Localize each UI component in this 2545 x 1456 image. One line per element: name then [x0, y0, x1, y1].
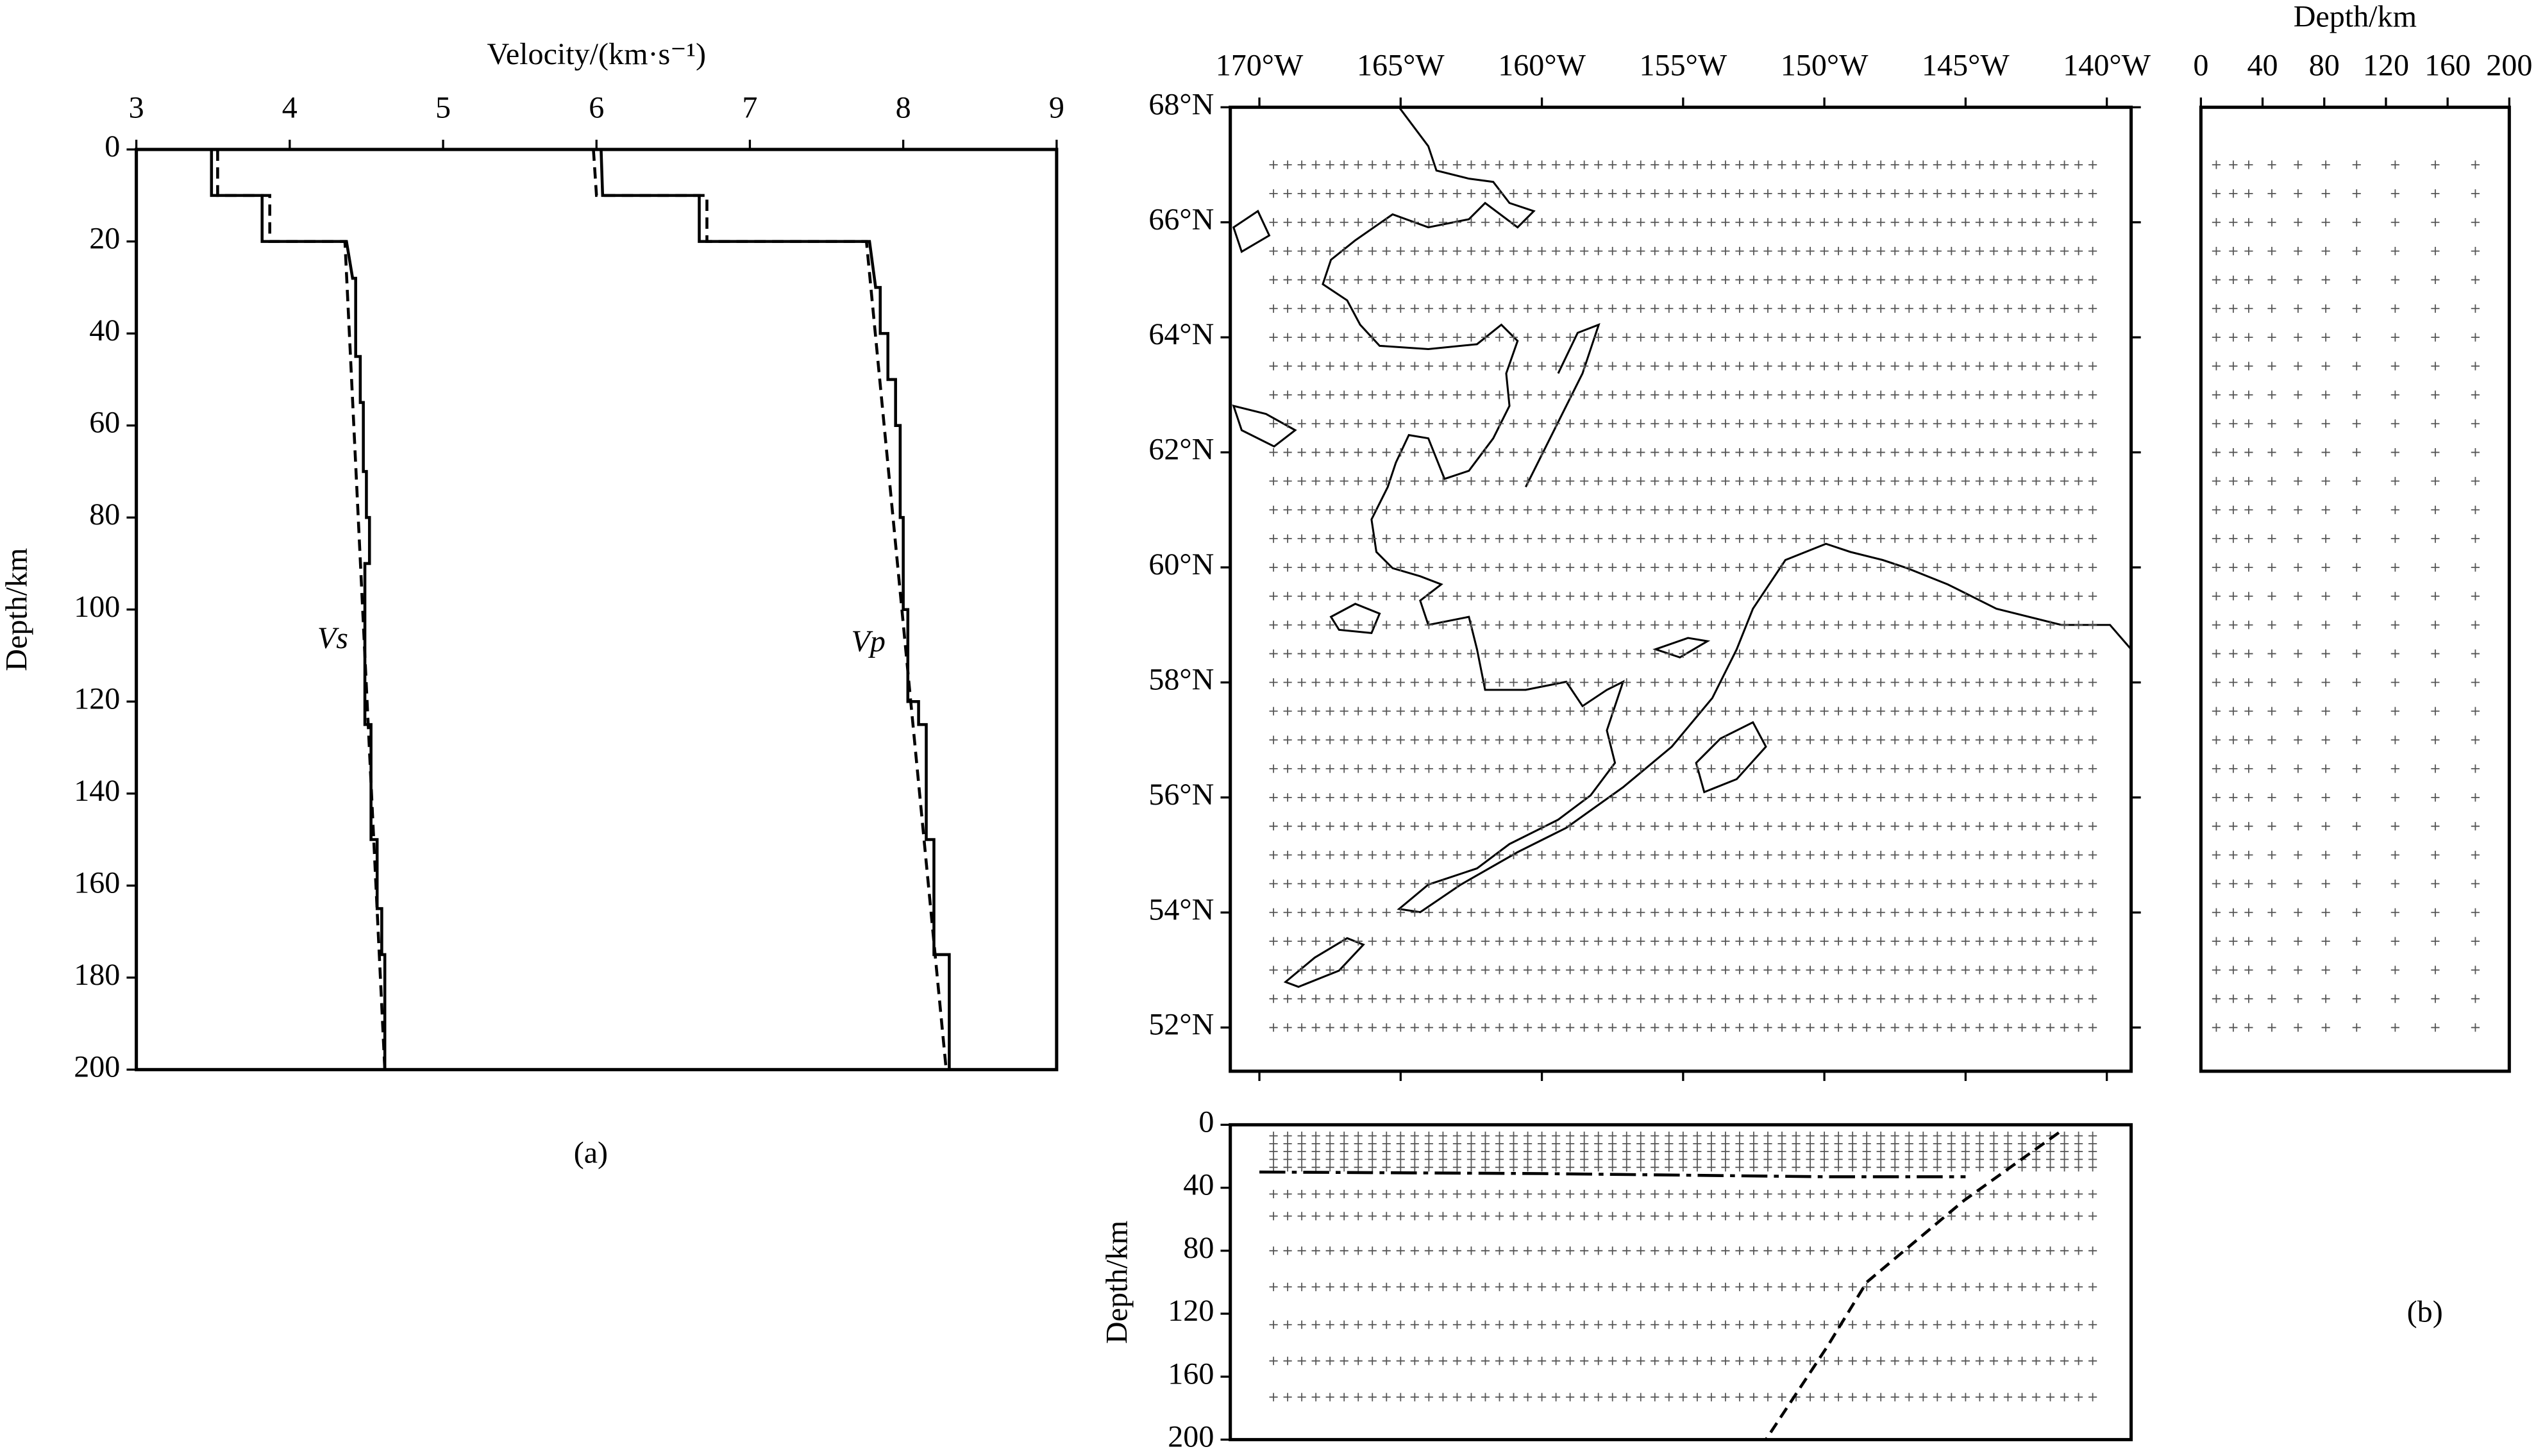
- panel-label: (a): [574, 1136, 608, 1170]
- y-tick-label: 54°N: [1148, 892, 1214, 926]
- x-tick-label: 155°W: [1639, 49, 1727, 83]
- x-axis-label: Velocity/(km·s⁻¹): [487, 37, 706, 71]
- y-tick-label: 160: [74, 866, 120, 900]
- y-axis-label: Depth/km: [1100, 1221, 1134, 1344]
- chart-line: 0 40 80 120 160 200 Depth/km: [1100, 1105, 2133, 1453]
- x-tick-label: 160°W: [1498, 49, 1586, 83]
- x-axis-label: Depth/km: [2294, 0, 2417, 34]
- annotation: Vs: [317, 621, 348, 655]
- chart-grid: 0 40 80 120 160 200 Depth/km: [2193, 0, 2532, 1073]
- node-grid: [2212, 160, 2480, 1032]
- x-tick-label: 3: [129, 90, 144, 124]
- x-tick-label: 4: [282, 90, 298, 124]
- coast: [1525, 322, 1600, 488]
- plot-frame: [1229, 105, 2133, 1073]
- plot-frame: [1229, 1123, 2133, 1441]
- x-tick-label: 0: [2193, 49, 2208, 83]
- profile-line: [592, 149, 948, 1070]
- x-tick-label: 40: [2247, 49, 2278, 83]
- node-grid: [1269, 160, 2097, 1032]
- y-tick-label: 200: [1168, 1419, 1214, 1453]
- x-tick-label: 200: [2486, 49, 2532, 83]
- y-tick-label: 64°N: [1148, 317, 1214, 351]
- x-tick-label: 170°W: [1216, 49, 1304, 83]
- y-tick-label: 68°N: [1148, 87, 1214, 121]
- island: [1652, 637, 1711, 659]
- y-tick-label: 160: [1168, 1357, 1214, 1391]
- island: [1232, 404, 1297, 448]
- y-tick-label: 52°N: [1148, 1008, 1214, 1042]
- x-tick-label: 7: [742, 90, 757, 124]
- y-axis-label: Depth/km: [0, 548, 33, 671]
- y-tick-label: 80: [1183, 1231, 1214, 1265]
- x-tick-label: 9: [1049, 90, 1064, 124]
- island: [1695, 721, 1767, 794]
- y-tick-label: 62°N: [1148, 433, 1214, 467]
- y-tick-label: 80: [89, 498, 120, 531]
- x-tick-label: 5: [435, 90, 451, 124]
- x-tick-label: 145°W: [1922, 49, 2010, 83]
- node-grid: [1269, 1131, 2097, 1402]
- y-tick-label: 0: [105, 130, 120, 163]
- y-tick-label: 140: [74, 774, 120, 808]
- y-tick-label: 0: [1198, 1105, 1214, 1139]
- profile-line: [600, 149, 951, 1070]
- island: [1283, 937, 1365, 988]
- chart-map: 170°W 165°W 160°W 155°W 150°W 145°W 140°W 68°N 6…: [1148, 49, 2151, 1082]
- y-tick-label: 40: [89, 314, 120, 347]
- y-tick-label: 100: [74, 590, 120, 624]
- x-tick-label: 80: [2309, 49, 2340, 83]
- y-tick-label: 120: [1168, 1294, 1214, 1328]
- profile-line: [1259, 1170, 1966, 1178]
- chart-line: 3 4 5 6 7 8 9 0 20 40 60 80 100 120 140 160 180 200 Veloci…: [0, 37, 1064, 1084]
- y-tick-label: 56°N: [1148, 778, 1214, 812]
- profile-line: [216, 149, 387, 1070]
- y-tick-label: 180: [74, 958, 120, 992]
- y-tick-label: 20: [89, 222, 120, 256]
- x-tick-label: 165°W: [1357, 49, 1445, 83]
- x-tick-label: 8: [896, 90, 911, 124]
- plot-frame: [2199, 105, 2511, 1073]
- x-tick-label: 120: [2363, 49, 2409, 83]
- island: [1329, 603, 1381, 635]
- y-tick-label: 40: [1183, 1168, 1214, 1202]
- profile-line: [1765, 1131, 2060, 1441]
- coast: [1322, 106, 2132, 914]
- x-tick-label: 150°W: [1781, 49, 1869, 83]
- x-tick-label: 6: [589, 90, 604, 124]
- y-tick-label: 60: [89, 406, 120, 440]
- annotation: Vp: [852, 624, 886, 658]
- island: [1232, 210, 1271, 253]
- y-tick-label: 66°N: [1148, 203, 1214, 237]
- panel-label: (b): [2407, 1295, 2443, 1329]
- y-tick-label: 60°N: [1148, 548, 1214, 582]
- x-tick-label: 140°W: [2063, 49, 2151, 83]
- y-tick-label: 200: [74, 1050, 120, 1084]
- y-tick-label: 58°N: [1148, 662, 1214, 696]
- x-tick-label: 160: [2424, 49, 2471, 83]
- coastline: [1232, 106, 2132, 988]
- y-tick-label: 120: [74, 682, 120, 715]
